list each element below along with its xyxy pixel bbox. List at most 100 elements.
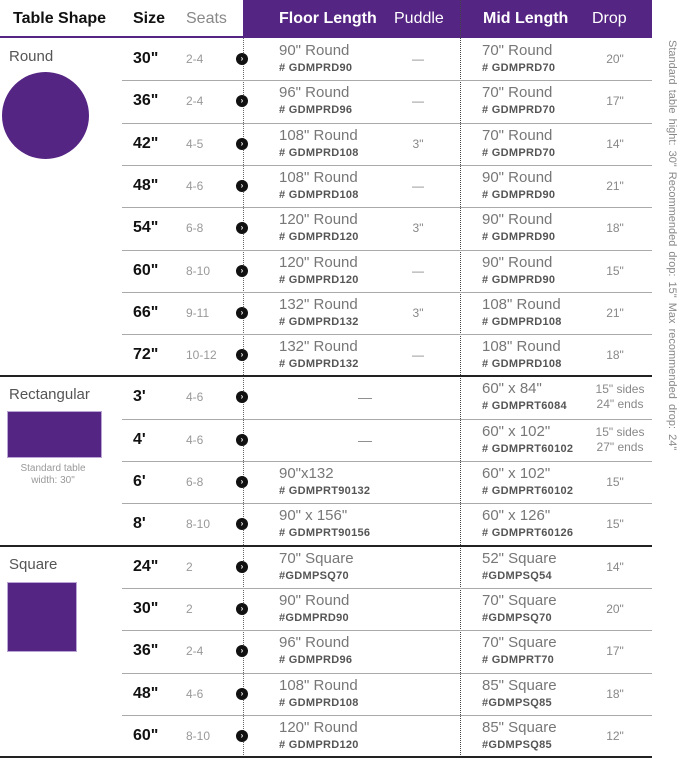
size-value: 60" <box>133 261 159 279</box>
floor-length-name: 132" Round <box>279 338 358 356</box>
mid-length-code: # GDMPRD90 <box>482 231 556 244</box>
mid-length-name: 108" Round <box>482 338 561 356</box>
chevron-right-icon[interactable]: › <box>236 349 248 362</box>
size-value: 24" <box>133 557 159 575</box>
size-value: 6' <box>133 473 146 490</box>
mid-length-code: #GDMPSQ54 <box>482 569 552 582</box>
mid-length-name: 85" Square <box>482 718 557 736</box>
header-band <box>243 0 652 38</box>
seats-value: 4-6 <box>186 390 204 405</box>
mid-length-code: # GDMPRD90 <box>482 188 556 201</box>
chevron-right-icon[interactable]: › <box>236 179 248 192</box>
mid-length-code: #GDMPSQ70 <box>482 611 552 624</box>
mid-length-name: 90" Round <box>482 168 553 186</box>
chevron-right-icon[interactable]: › <box>236 560 248 573</box>
chevron-right-icon[interactable]: › <box>236 306 248 319</box>
drop-value: 18" <box>606 686 624 701</box>
drop-value: 14" <box>606 136 624 151</box>
mid-length-code: # GDMPRT70 <box>482 654 555 667</box>
mid-length-code: # GDMPRT6084 <box>482 400 567 413</box>
mid-length-name: 90" Round <box>482 253 553 271</box>
drop-value: 17" <box>606 94 624 109</box>
puddle-value: 3" <box>412 305 424 320</box>
chevron-right-icon[interactable]: › <box>236 602 248 615</box>
chevron-right-icon[interactable]: › <box>236 391 248 404</box>
seats-value: 2-4 <box>186 644 204 659</box>
chevron-right-icon[interactable]: › <box>236 729 248 742</box>
seats-value: 10-12 <box>186 348 217 363</box>
seats-value: 2-4 <box>186 94 204 109</box>
drop-value: 21" <box>606 178 624 193</box>
floor-length-name: 70" Square <box>279 549 354 567</box>
header-puddle: Puddle <box>394 10 444 27</box>
shape-label: Square <box>9 555 58 573</box>
mid-length-name: 52" Square <box>482 549 557 567</box>
chevron-right-icon[interactable]: › <box>236 264 248 277</box>
drop-sides: 15" sides <box>595 424 645 439</box>
chevron-right-icon[interactable]: › <box>236 433 248 446</box>
size-value: 4' <box>133 430 146 448</box>
header-drop: Drop <box>592 10 627 27</box>
floor-length-name: 120" Round <box>279 211 358 229</box>
mid-length-code: # GDMPRT60102 <box>482 485 574 497</box>
size-value: 66" <box>133 303 159 321</box>
chevron-right-icon[interactable]: › <box>236 687 248 700</box>
seats-value: 2 <box>186 601 193 616</box>
puddle-value: — <box>412 94 424 109</box>
floor-length-name: 96" Round <box>279 634 350 652</box>
floor-empty: — <box>358 389 372 406</box>
puddle-value: 3" <box>412 221 424 236</box>
chevron-right-icon[interactable]: › <box>236 53 248 65</box>
floor-length-code: # GDMPRD108 <box>279 146 359 159</box>
drop-sides: 15" sides <box>595 382 645 397</box>
size-value: 8' <box>133 515 146 533</box>
mid-divider <box>460 0 461 757</box>
seats-value: 6-8 <box>186 475 204 489</box>
mid-length-name: 85" Square <box>482 676 557 694</box>
section-divider <box>0 544 652 547</box>
floor-length-code: #GDMPRD90 <box>279 611 349 624</box>
header-table-shape: Table Shape <box>13 10 107 27</box>
row-divider <box>122 249 652 251</box>
chevron-right-icon[interactable]: › <box>236 95 248 108</box>
drop-value: 17" <box>606 644 624 659</box>
floor-length-code: # GDMPRD132 <box>279 315 359 328</box>
seats-value: 9-11 <box>186 305 210 320</box>
row-divider <box>122 714 652 716</box>
header-size: Size <box>133 10 166 27</box>
drop-value: 20" <box>606 601 624 616</box>
drop-value: 14" <box>606 559 624 574</box>
floor-empty: — <box>358 431 372 448</box>
mid-length-code: # GDMPRD108 <box>482 315 562 328</box>
seats-value: 2 <box>186 559 193 574</box>
size-value: 3' <box>133 388 146 406</box>
puddle-value: 3" <box>412 136 424 151</box>
floor-length-code: # GDMPRD96 <box>279 104 353 117</box>
chevron-right-icon[interactable]: › <box>236 476 248 488</box>
size-value: 42" <box>133 134 159 152</box>
seats-value: 8-10 <box>186 517 211 532</box>
rectangle-table-icon <box>7 411 102 459</box>
chevron-right-icon[interactable]: › <box>236 518 248 531</box>
row-divider <box>122 207 652 209</box>
mid-length-name: 60" x 84" <box>482 380 542 398</box>
row-divider <box>122 461 652 462</box>
puddle-value: — <box>412 178 424 193</box>
chevron-right-icon[interactable]: › <box>236 137 248 150</box>
drop-ends: 27" ends <box>596 439 644 454</box>
drop-value: 15" <box>606 517 624 532</box>
row-divider <box>122 291 652 293</box>
chevron-right-icon[interactable]: › <box>236 645 248 658</box>
floor-length-code: #GDMPSQ70 <box>279 569 349 582</box>
row-divider <box>122 334 652 336</box>
mid-length-name: 70" Round <box>482 84 553 102</box>
header-mid-length: Mid Length <box>483 10 569 27</box>
size-value: 36" <box>133 92 159 110</box>
seats-value: 6-8 <box>186 221 204 236</box>
mid-length-code: # GDMPRD70 <box>482 146 556 159</box>
floor-length-name: 108" Round <box>279 676 358 694</box>
floor-length-code: # GDMPRT90156 <box>279 527 371 540</box>
mid-length-name: 60" x 102" <box>482 422 551 440</box>
chevron-right-icon[interactable]: › <box>236 222 248 235</box>
floor-length-code: # GDMPRD96 <box>279 654 353 667</box>
